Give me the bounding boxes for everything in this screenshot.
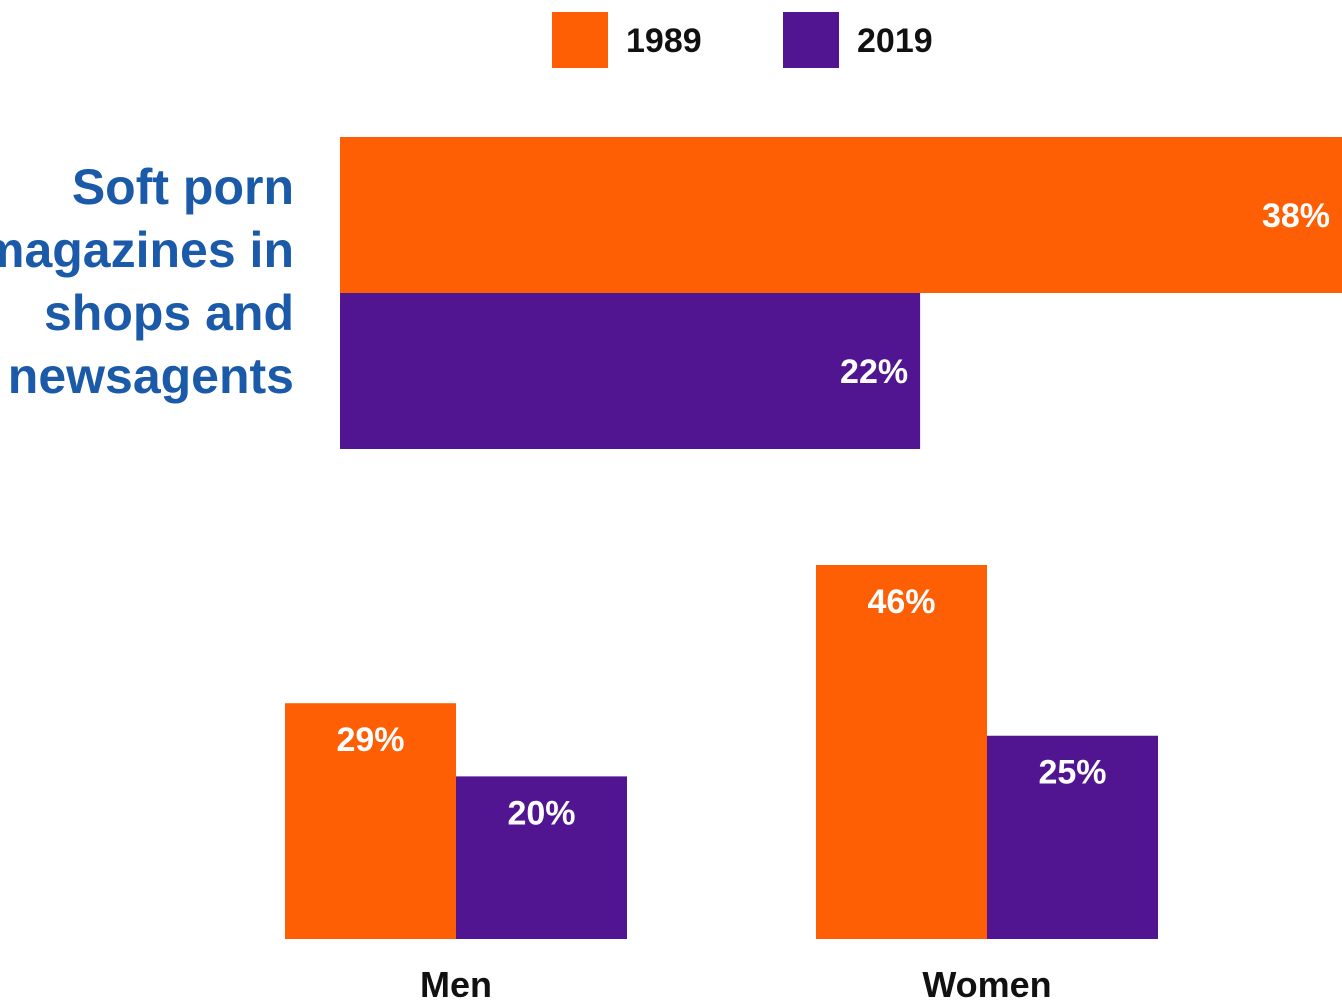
legend-label-1989: 1989 bbox=[626, 22, 702, 60]
bar-women-1989 bbox=[816, 565, 987, 939]
bar-label-1989: 38% bbox=[1262, 197, 1330, 235]
vertical-bar-group: 29% 20% Men 46% 25% Women bbox=[285, 565, 1158, 1001]
category-title-line-3: shops and bbox=[44, 285, 294, 341]
category-label-women: Women bbox=[922, 964, 1051, 1001]
bar-1989 bbox=[340, 137, 1342, 293]
legend: 1989 2019 bbox=[552, 12, 933, 68]
category-label-men: Men bbox=[420, 964, 492, 1001]
bar-label-2019: 22% bbox=[840, 353, 908, 391]
bar-men-2019 bbox=[456, 776, 627, 939]
bar-label-men-2019: 20% bbox=[507, 794, 575, 832]
legend-swatch-1989 bbox=[552, 12, 608, 68]
bar-label-women-2019: 25% bbox=[1038, 754, 1106, 792]
legend-label-2019: 2019 bbox=[857, 22, 933, 60]
bar-label-women-1989: 46% bbox=[867, 583, 935, 621]
category-title-line-1: Soft porn bbox=[72, 159, 294, 215]
horizontal-bar-group: 38% 22% bbox=[340, 137, 1342, 449]
category-title: Soft porn magazines in shops and newsage… bbox=[0, 159, 294, 404]
bar-label-men-1989: 29% bbox=[336, 721, 404, 759]
bar-women-2019 bbox=[987, 735, 1158, 939]
category-title-line-4: newsagents bbox=[8, 348, 294, 404]
category-title-line-2: magazines in bbox=[0, 222, 294, 278]
bar-2019 bbox=[340, 293, 921, 449]
legend-swatch-2019 bbox=[783, 12, 839, 68]
bar-men-1989 bbox=[285, 703, 456, 939]
